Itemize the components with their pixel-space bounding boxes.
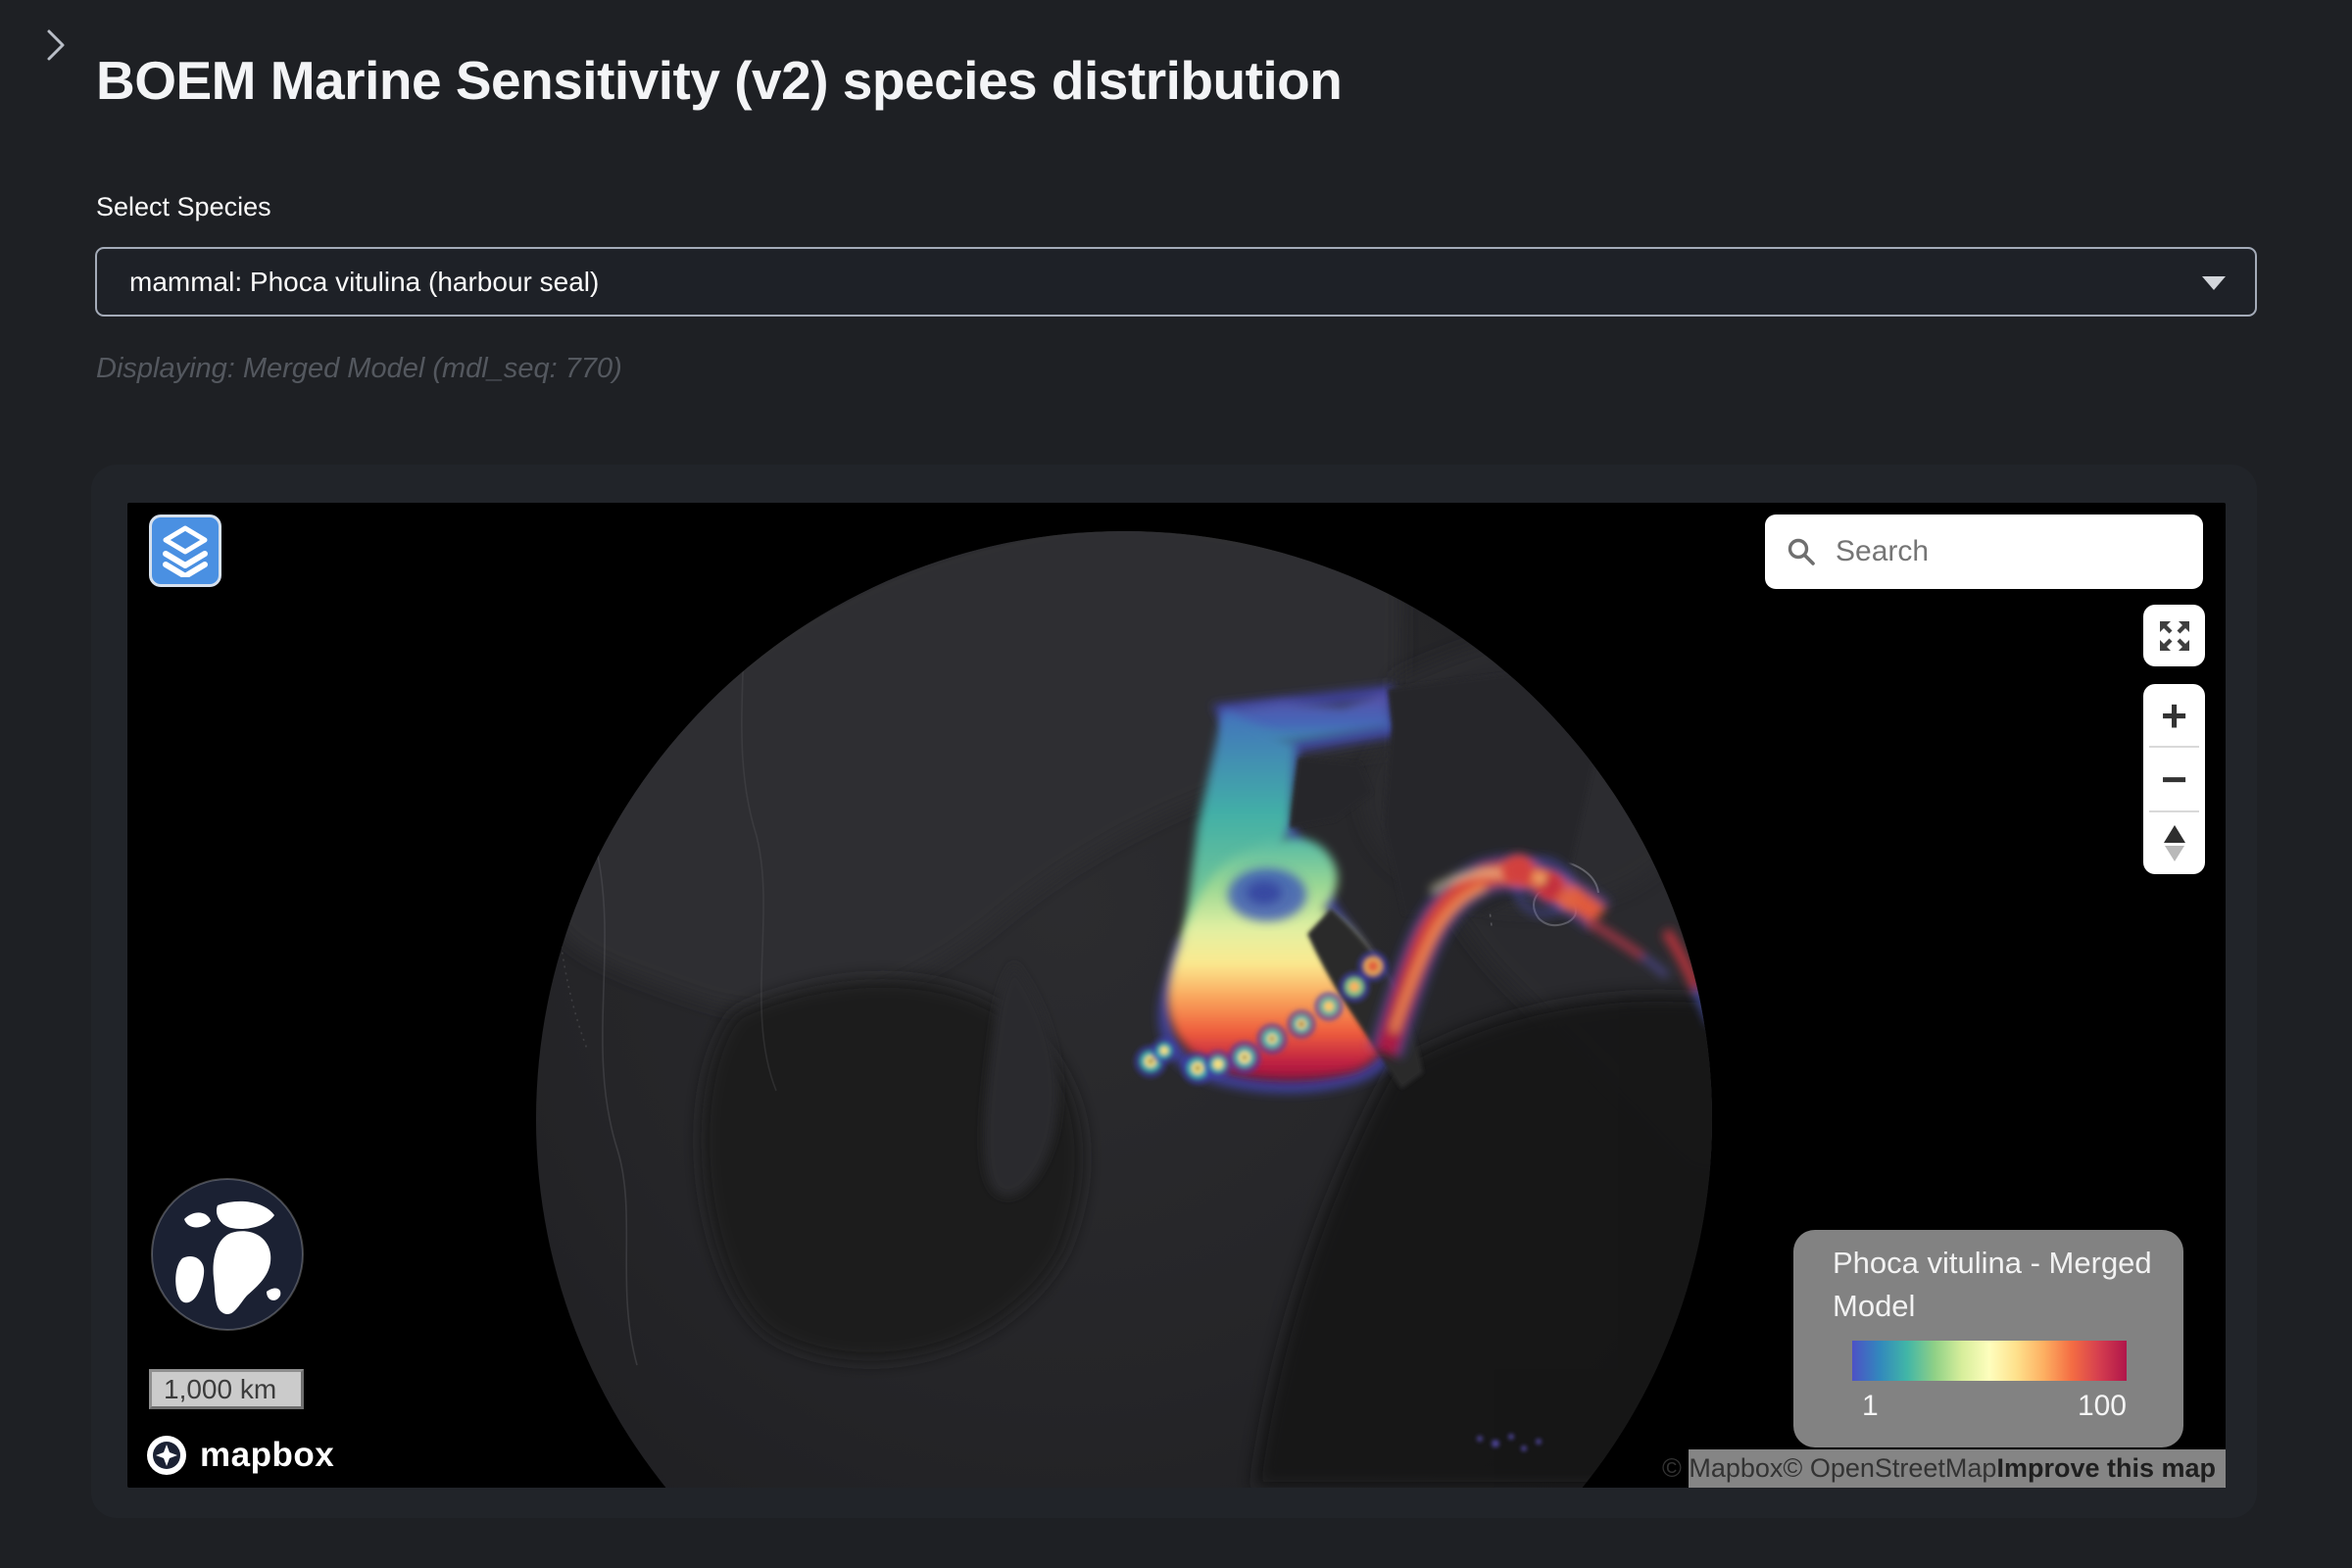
map-legend: Phoca vitulina - Merged Model 1 100 (1793, 1230, 2183, 1447)
legend-color-gradient (1852, 1341, 2127, 1381)
globe-scene (536, 531, 1712, 1488)
map-container-card (91, 465, 2257, 1518)
divider (2149, 809, 2199, 812)
status-displaying-text: Displaying: Merged Model (mdl_seq: 770) (96, 353, 622, 384)
page-title: BOEM Marine Sensitivity (v2) species dis… (96, 50, 1343, 111)
search-icon (1788, 538, 1815, 565)
kamchatka-land (983, 963, 1058, 1197)
map-attribution: © Mapbox © OpenStreetMap Improve this ma… (1662, 1449, 2226, 1488)
aleutian-hotspots (1134, 951, 1389, 1085)
layers-button[interactable] (149, 514, 221, 587)
attribution-osm-link[interactable]: © OpenStreetMap (1783, 1453, 1997, 1483)
attribution-mapbox-link[interactable]: © Mapbox (1661, 1453, 1784, 1483)
sidebar-expand-chevron-icon[interactable] (37, 24, 76, 67)
mapbox-wordmark: mapbox (200, 1436, 335, 1474)
legend-max-label: 100 (2077, 1390, 2127, 1422)
search-input[interactable] (1834, 534, 2161, 569)
fullscreen-icon (2159, 620, 2189, 651)
mapbox-mark-icon (147, 1436, 186, 1475)
chevron-down-icon (2202, 276, 2226, 290)
mapbox-logo[interactable]: mapbox (145, 1433, 334, 1478)
attribution-improve-link[interactable]: Improve this map (1996, 1453, 2216, 1483)
legend-title-line1: Phoca vitulina - Merged (1833, 1246, 2152, 1280)
compass-pitch-toggle[interactable] (2143, 812, 2205, 874)
gulf-of-alaska (1254, 995, 1712, 1488)
scale-bar: 1,000 km (149, 1369, 304, 1409)
species-heatmap (1134, 672, 1712, 1451)
species-select[interactable]: mammal: Phoca vitulina (harbour seal) (95, 247, 2257, 317)
zoom-control-group: + − (2143, 684, 2205, 874)
legend-min-label: 1 (1862, 1390, 1879, 1422)
fullscreen-button[interactable] (2143, 605, 2205, 666)
divider (2149, 746, 2199, 749)
species-select-label: Select Species (96, 192, 271, 221)
legend-title-line2: Model (1833, 1289, 1916, 1323)
compass-up-icon (2163, 824, 2185, 843)
siberia-land (549, 531, 1401, 1011)
globe-projection-toggle[interactable] (149, 1176, 306, 1333)
okhotsk-sea (701, 979, 1084, 1361)
layers-icon (163, 525, 208, 577)
scale-label: 1,000 km (164, 1373, 277, 1404)
zoom-out-button[interactable]: − (2161, 753, 2187, 805)
species-select-value: mammal: Phoca vitulina (harbour seal) (129, 267, 600, 297)
compass-down-icon (2164, 845, 2184, 861)
map-search-box (1765, 514, 2203, 589)
globe-icon (151, 1178, 304, 1331)
zoom-in-button[interactable]: + (2161, 689, 2187, 741)
south-specks (1477, 1434, 1542, 1451)
map-canvas[interactable] (127, 503, 2226, 1488)
